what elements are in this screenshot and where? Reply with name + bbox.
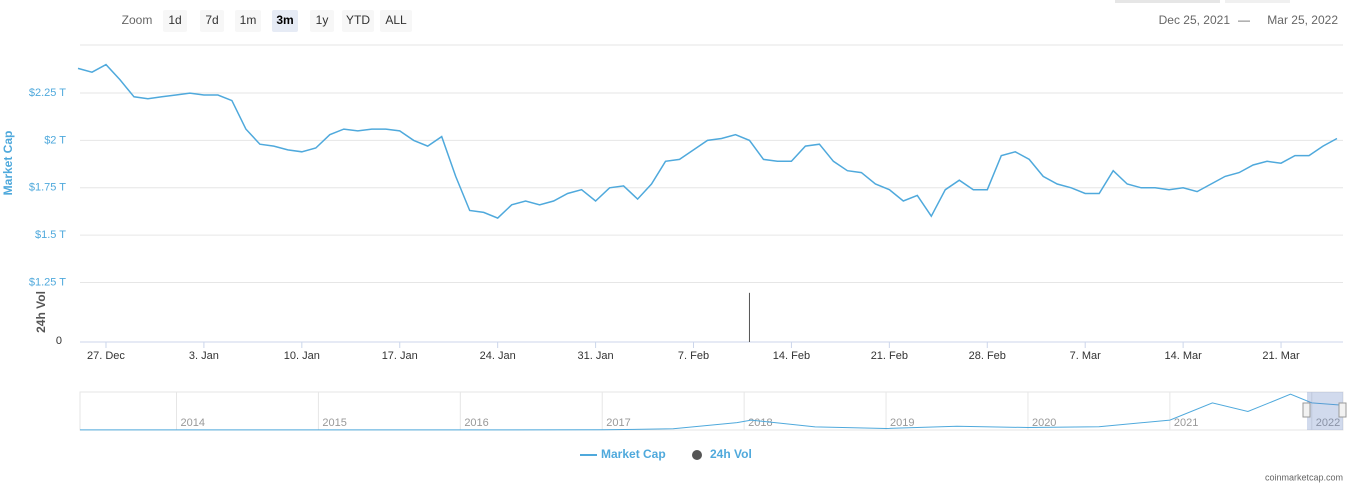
zoom-button[interactable] xyxy=(200,10,224,32)
x-tick-label: 21. Mar xyxy=(1262,350,1300,362)
top-tab xyxy=(1225,0,1290,3)
x-tick-label: 3. Jan xyxy=(189,350,219,362)
legend-label[interactable]: 24h Vol xyxy=(710,447,752,461)
zoom-label: Zoom xyxy=(122,13,153,27)
navigator-year: 2017 xyxy=(606,417,630,429)
zoom-button[interactable] xyxy=(163,10,187,32)
range-sep: — xyxy=(1238,13,1250,27)
zoom-button[interactable] xyxy=(380,10,412,32)
y-tick-label: $2.25 T xyxy=(29,87,66,99)
y-axis-title: Market Cap xyxy=(1,131,15,196)
navigator-handle[interactable] xyxy=(1302,402,1311,418)
navigator-year: 2020 xyxy=(1032,417,1056,429)
navigator-year: 2015 xyxy=(322,417,346,429)
x-tick-label: 14. Mar xyxy=(1164,350,1202,362)
navigator-year: 2018 xyxy=(748,417,772,429)
y-tick-label: $1.25 T xyxy=(29,276,66,288)
x-tick-label: 10. Jan xyxy=(284,350,320,362)
x-tick-label: 14. Feb xyxy=(773,350,810,362)
top-tab xyxy=(1115,0,1220,3)
zoom-button-label[interactable]: 1y xyxy=(316,13,329,27)
navigator-handle[interactable] xyxy=(1338,402,1347,418)
navigator-line xyxy=(79,393,1344,431)
x-tick-label: 7. Feb xyxy=(678,350,709,362)
x-tick-label: 31. Jan xyxy=(578,350,614,362)
x-tick-label: 28. Feb xyxy=(969,350,1006,362)
navigator-year: 2016 xyxy=(464,417,488,429)
range-to: Mar 25, 2022 xyxy=(1267,13,1338,27)
navigator-year: 2022 xyxy=(1316,417,1340,429)
credit: coinmarketcap.com xyxy=(1265,472,1343,482)
zoom-button-label[interactable]: ALL xyxy=(385,13,407,27)
x-tick-label: 21. Feb xyxy=(871,350,908,362)
zoom-button[interactable] xyxy=(310,10,334,32)
zoom-button[interactable] xyxy=(272,10,298,32)
y-tick-label: $1.75 T xyxy=(29,182,66,194)
navigator-year: 2021 xyxy=(1174,417,1198,429)
y-tick-label: $1.5 T xyxy=(35,229,66,241)
zoom-button-label[interactable]: 1d xyxy=(168,13,181,27)
zoom-button-label[interactable]: 3m xyxy=(276,13,293,27)
zoom-button-label[interactable]: 7d xyxy=(205,13,218,27)
y-tick-label: $2 T xyxy=(44,134,66,146)
volume-tick-label: 0 xyxy=(56,335,62,347)
x-tick-label: 24. Jan xyxy=(480,350,516,362)
zoom-button[interactable] xyxy=(235,10,261,32)
navigator-year: 2019 xyxy=(890,417,914,429)
navigator-frame xyxy=(79,391,1344,431)
x-tick-label: 27. Dec xyxy=(87,350,125,362)
volume-axis-title: 24h Vol xyxy=(34,291,48,333)
market-cap-line xyxy=(77,63,1338,219)
range-from: Dec 25, 2021 xyxy=(1159,13,1231,27)
zoom-button[interactable] xyxy=(342,10,374,32)
legend-label[interactable]: Market Cap xyxy=(601,447,666,461)
legend-dot xyxy=(692,450,702,460)
navigator-year: 2014 xyxy=(180,417,204,429)
zoom-button-label[interactable]: 1m xyxy=(240,13,257,27)
x-tick-label: 7. Mar xyxy=(1070,350,1102,362)
volume-bar xyxy=(748,292,750,342)
x-tick-label: 17. Jan xyxy=(382,350,418,362)
zoom-button-label[interactable]: YTD xyxy=(346,13,370,27)
navigator-window[interactable] xyxy=(1307,392,1343,430)
